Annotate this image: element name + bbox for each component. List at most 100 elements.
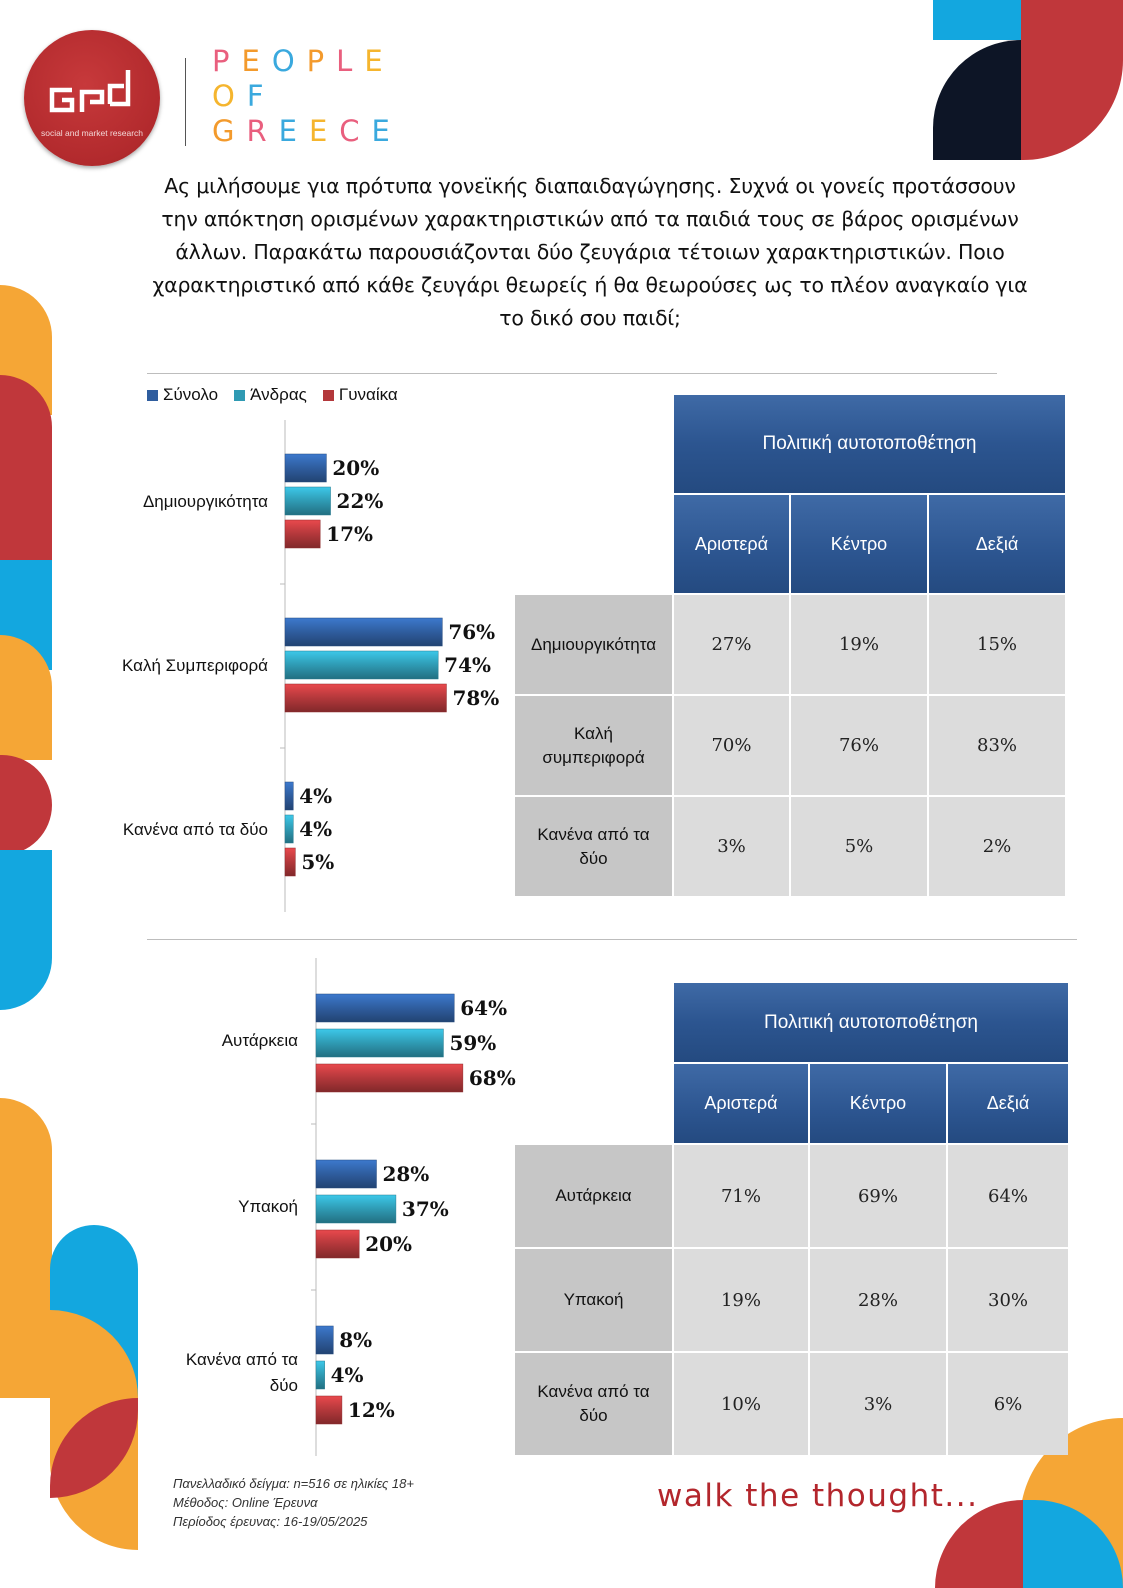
brand-letter: L (336, 44, 365, 78)
bar-men (315, 1194, 397, 1224)
bar-women (315, 1063, 464, 1093)
legend-swatch (234, 389, 246, 401)
category-label: Αυτάρκεια (222, 1031, 298, 1050)
bar-women (284, 847, 296, 877)
legend-label: Άνδρας (250, 385, 307, 404)
table-cell: 3% (810, 1353, 946, 1455)
brand-line-1: PEOPLE (212, 44, 442, 79)
value-label: 22% (337, 489, 384, 513)
table-cell: 71% (674, 1145, 808, 1247)
brand-letter: E (308, 114, 340, 148)
chart-legend: Σύνολο Άνδρας Γυναίκα (147, 385, 398, 405)
table-cell: 69% (810, 1145, 946, 1247)
table-cell: 70% (674, 696, 789, 795)
table-cell: 6% (948, 1353, 1069, 1455)
column-header: Δεξιά (929, 495, 1066, 593)
bar-men (315, 1028, 444, 1058)
bar-total (315, 1325, 334, 1355)
sample-note: Πανελλαδικό δείγμα: n=516 σε ηλικίες 18+ (173, 1476, 414, 1491)
column-header: Κέντρο (791, 495, 927, 593)
slogan: walk the thought... (657, 1478, 979, 1514)
row-header: Κανένα από τα δύο (515, 797, 672, 896)
bar-women (315, 1229, 360, 1259)
brand-letter: P (306, 44, 337, 78)
logo-tagline: social and market research (40, 128, 144, 138)
bar-men (315, 1360, 325, 1390)
value-label: 64% (460, 996, 507, 1020)
political-table-1: Πολιτική αυτοτοποθέτηση Αριστερά Κέντρο Δεξ… (513, 393, 1067, 898)
value-label: 74% (444, 653, 491, 677)
decor-bottom-right-2 (935, 1500, 1123, 1588)
table-cell: 83% (929, 696, 1066, 795)
value-label: 4% (299, 784, 332, 808)
bar-women (284, 683, 447, 713)
table-cell: 30% (948, 1249, 1069, 1351)
period-note: Περίοδος έρευνας: 16-19/05/2025 (173, 1514, 368, 1529)
row-header: Καλή συμπεριφορά (515, 696, 672, 795)
category-label: Καλή Συμπεριφορά (122, 656, 268, 675)
column-header: Δεξιά (948, 1064, 1069, 1143)
company-logo: social and market research (24, 30, 160, 166)
value-label: 68% (469, 1066, 516, 1090)
legend-label: Σύνολο (163, 385, 219, 404)
column-header: Κέντρο (810, 1064, 946, 1143)
legend-label: Γυναίκα (338, 385, 398, 404)
table-cell: 2% (929, 797, 1066, 896)
bar-total (284, 453, 327, 483)
brand-line-2: OF (212, 79, 442, 114)
value-label: 37% (402, 1197, 449, 1221)
bar-total (315, 1159, 377, 1189)
bar-men (284, 650, 439, 680)
row-header: Δημιουργικότητα (515, 595, 672, 694)
table-blank (515, 495, 672, 593)
table-blank (515, 1064, 672, 1143)
methodology-note: Πανελλαδικό δείγμα: n=516 σε ηλικίες 18+… (173, 1474, 414, 1531)
bar-total (284, 781, 294, 811)
bar-total (315, 993, 455, 1023)
table-cell: 19% (791, 595, 927, 694)
column-header: Αριστερά (674, 495, 789, 593)
brand-letter: E (371, 114, 402, 148)
brand-letter: E (278, 114, 309, 148)
value-label: 59% (449, 1031, 496, 1055)
bar-men (284, 814, 294, 844)
brand-letter: P (212, 44, 242, 78)
value-label: 8% (339, 1328, 372, 1352)
bar-women (315, 1395, 343, 1425)
table-cell: 27% (674, 595, 789, 694)
decor-top-right (933, 0, 1123, 160)
logo-mark-icon (49, 70, 131, 113)
brand-letter: E (364, 44, 395, 78)
table-title: Πολιτική αυτοτοποθέτηση (674, 983, 1069, 1062)
bar-chart-pair-1: Δημιουργικότητα 20% 22% 17% Καλή Συμπεριφορά… (122, 420, 499, 912)
brand-letter: E (241, 44, 272, 78)
legend-item: Άνδρας (234, 385, 307, 405)
value-label: 4% (331, 1363, 364, 1387)
value-label: 12% (348, 1398, 395, 1422)
table-cell: 76% (791, 696, 927, 795)
table-cell: 64% (948, 1145, 1069, 1247)
brand-wordmark: PEOPLE OF GREECE (212, 44, 442, 149)
legend-item: Σύνολο (147, 385, 218, 405)
value-label: 5% (301, 850, 334, 874)
row-header: Υπακοή (515, 1249, 672, 1351)
brand-letter: O (212, 79, 247, 113)
column-header: Αριστερά (674, 1064, 808, 1143)
value-label: 20% (332, 456, 379, 480)
divider-top (147, 373, 997, 374)
value-label: 78% (452, 686, 499, 710)
value-label: 17% (326, 522, 373, 546)
brand-letter: O (271, 44, 307, 78)
brand-letter: G (212, 114, 247, 148)
bar-chart-pair-2: Αυτάρκεια 64% 59% 68% Υπακοή 28% 37% 20% Κανένα … (186, 958, 516, 1456)
survey-question: Ας μιλήσουμε για πρότυπα γονεϊκής διαπαι… (152, 174, 1028, 330)
table-cell: 15% (929, 595, 1066, 694)
category-label: Κανένα από τα δύο (123, 820, 268, 839)
value-label: 4% (299, 817, 332, 841)
row-header: Κανένα από τα δύο (515, 1353, 672, 1455)
political-table-2: Πολιτική αυτοτοποθέτηση Αριστερά Κέντρο Δεξ… (513, 981, 1070, 1457)
table-cell: 10% (674, 1353, 808, 1455)
decor-left-2 (0, 375, 52, 560)
table-blank (515, 983, 672, 1062)
value-label: 20% (365, 1232, 412, 1256)
